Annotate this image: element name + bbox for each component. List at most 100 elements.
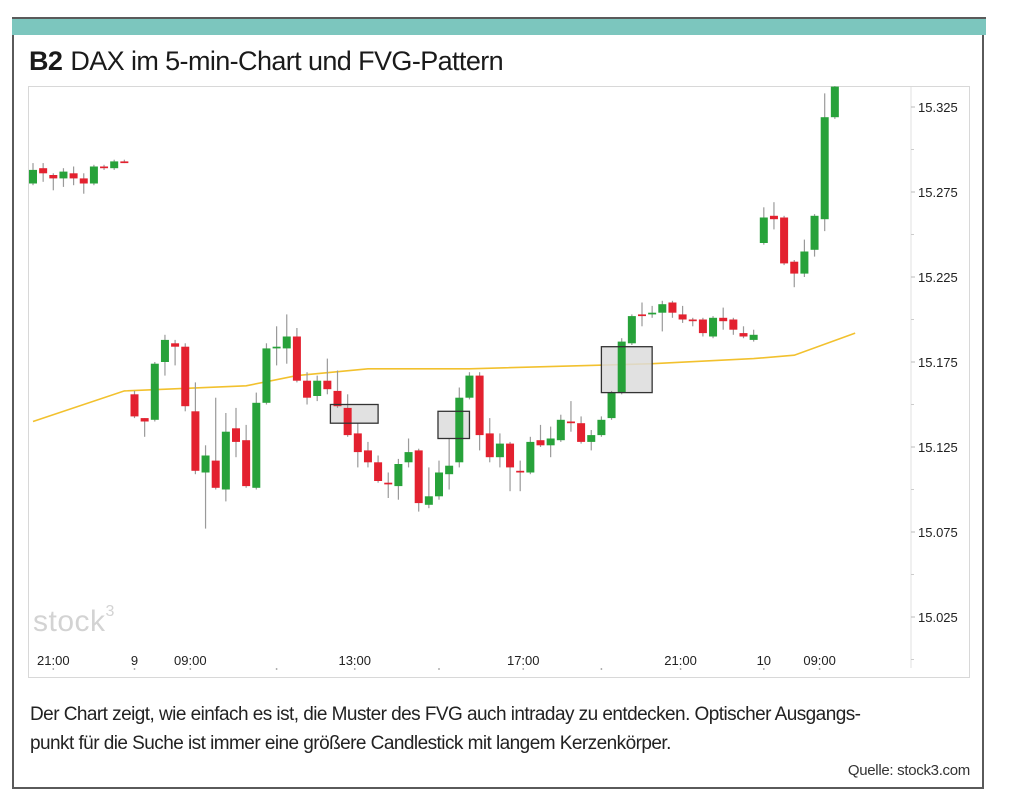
candle-down	[698, 319, 707, 334]
candle-down	[780, 217, 789, 264]
candle-down	[384, 482, 393, 485]
candle-up	[160, 339, 169, 362]
candle-down	[566, 421, 575, 424]
candle-down	[678, 314, 687, 320]
candle-down	[506, 443, 515, 468]
candle-up	[252, 402, 261, 488]
candle-down	[688, 319, 697, 322]
candle-up	[59, 171, 68, 179]
candle-up	[556, 419, 565, 441]
candle-up	[272, 346, 281, 349]
source-credit: Quelle: stock3.com	[847, 762, 970, 779]
fvg-box	[601, 346, 653, 393]
candle-up	[89, 166, 98, 184]
candle-down	[536, 440, 545, 446]
candle-down	[516, 470, 525, 473]
x-tick	[679, 668, 682, 670]
candle-up	[394, 464, 403, 487]
candle-up	[313, 380, 322, 396]
y-tick-label: 15.325	[918, 100, 958, 115]
candle-down	[69, 173, 78, 179]
candle-down	[323, 380, 332, 390]
candle-up	[262, 348, 271, 403]
chart-box	[28, 86, 970, 678]
candle-down	[353, 433, 362, 453]
x-tick-label: 13:00	[338, 653, 371, 668]
candle-down	[140, 418, 149, 422]
x-tick-label: 10	[757, 653, 771, 668]
candle-down	[79, 178, 88, 184]
fvg-box-outline	[329, 403, 379, 424]
candle-up	[607, 392, 616, 419]
candle-up	[759, 217, 768, 243]
candle-down	[292, 336, 301, 381]
candle-up	[830, 86, 839, 118]
candle-down	[232, 428, 240, 442]
x-tick	[52, 668, 55, 670]
candle-down	[171, 343, 180, 347]
stock3-logo: stock3	[33, 603, 115, 639]
candle-down	[120, 161, 129, 164]
x-tick-label: 09:00	[803, 653, 836, 668]
candle-down	[333, 390, 342, 407]
candle-up	[29, 169, 37, 184]
candle-down	[414, 450, 423, 504]
candle-down	[49, 175, 58, 179]
candle-up	[597, 419, 606, 436]
candle-down	[303, 380, 312, 398]
x-tick-label: 17:00	[507, 653, 540, 668]
candle-up	[404, 452, 413, 463]
candle-down	[363, 450, 372, 463]
candle-up	[648, 312, 657, 315]
candle-up	[201, 455, 210, 473]
x-tick	[133, 668, 136, 670]
candle-down	[729, 319, 738, 330]
candle-up	[709, 317, 718, 337]
x-tick	[275, 668, 278, 670]
logo-text: stock	[33, 605, 106, 638]
candle-up	[465, 375, 474, 398]
x-tick-label: 9	[131, 653, 138, 668]
candle-up	[749, 334, 758, 340]
figure-frame	[12, 17, 984, 789]
candle-up	[800, 251, 809, 274]
candle-down	[181, 346, 190, 407]
candle-up	[627, 316, 636, 344]
x-tick	[189, 668, 192, 670]
candle-down	[668, 302, 677, 313]
caption-line-2: punkt für die Suche ist immer eine größe…	[30, 733, 671, 754]
logo-superscript: 3	[105, 603, 115, 620]
x-tick	[762, 668, 765, 670]
fvg-box-outline	[600, 346, 653, 394]
x-tick	[522, 668, 525, 670]
x-tick	[353, 668, 356, 670]
y-tick-label: 15.125	[918, 440, 958, 455]
candle-up	[810, 215, 819, 250]
x-tick	[600, 668, 603, 670]
figure-title: B2 DAX im 5-min-Chart und FVG-Pattern	[29, 46, 504, 77]
accent-bar	[12, 17, 986, 35]
candle-up	[221, 431, 230, 490]
candle-up	[658, 304, 667, 313]
y-tick-label: 15.025	[918, 610, 958, 625]
title-text: DAX im 5-min-Chart und FVG-Pattern	[70, 46, 504, 76]
candle-up	[435, 472, 443, 497]
caption: Der Chart zeigt, wie einfach es ist, die…	[30, 700, 861, 758]
fvg-box	[437, 411, 470, 439]
x-tick-label: 21:00	[664, 653, 697, 668]
candle-up	[495, 443, 504, 458]
candle-down	[769, 215, 778, 220]
candle-down	[242, 440, 251, 487]
figure-label: B2	[29, 46, 63, 76]
candle-up	[424, 496, 433, 505]
candle-down	[374, 462, 383, 481]
candle-down	[211, 460, 220, 488]
candle-up	[617, 341, 626, 393]
fvg-box-outline	[437, 410, 471, 440]
candle-down	[638, 314, 646, 317]
candle-down	[130, 394, 139, 417]
x-tick	[818, 668, 821, 670]
candle-up	[445, 465, 454, 475]
candle-down	[485, 433, 494, 458]
